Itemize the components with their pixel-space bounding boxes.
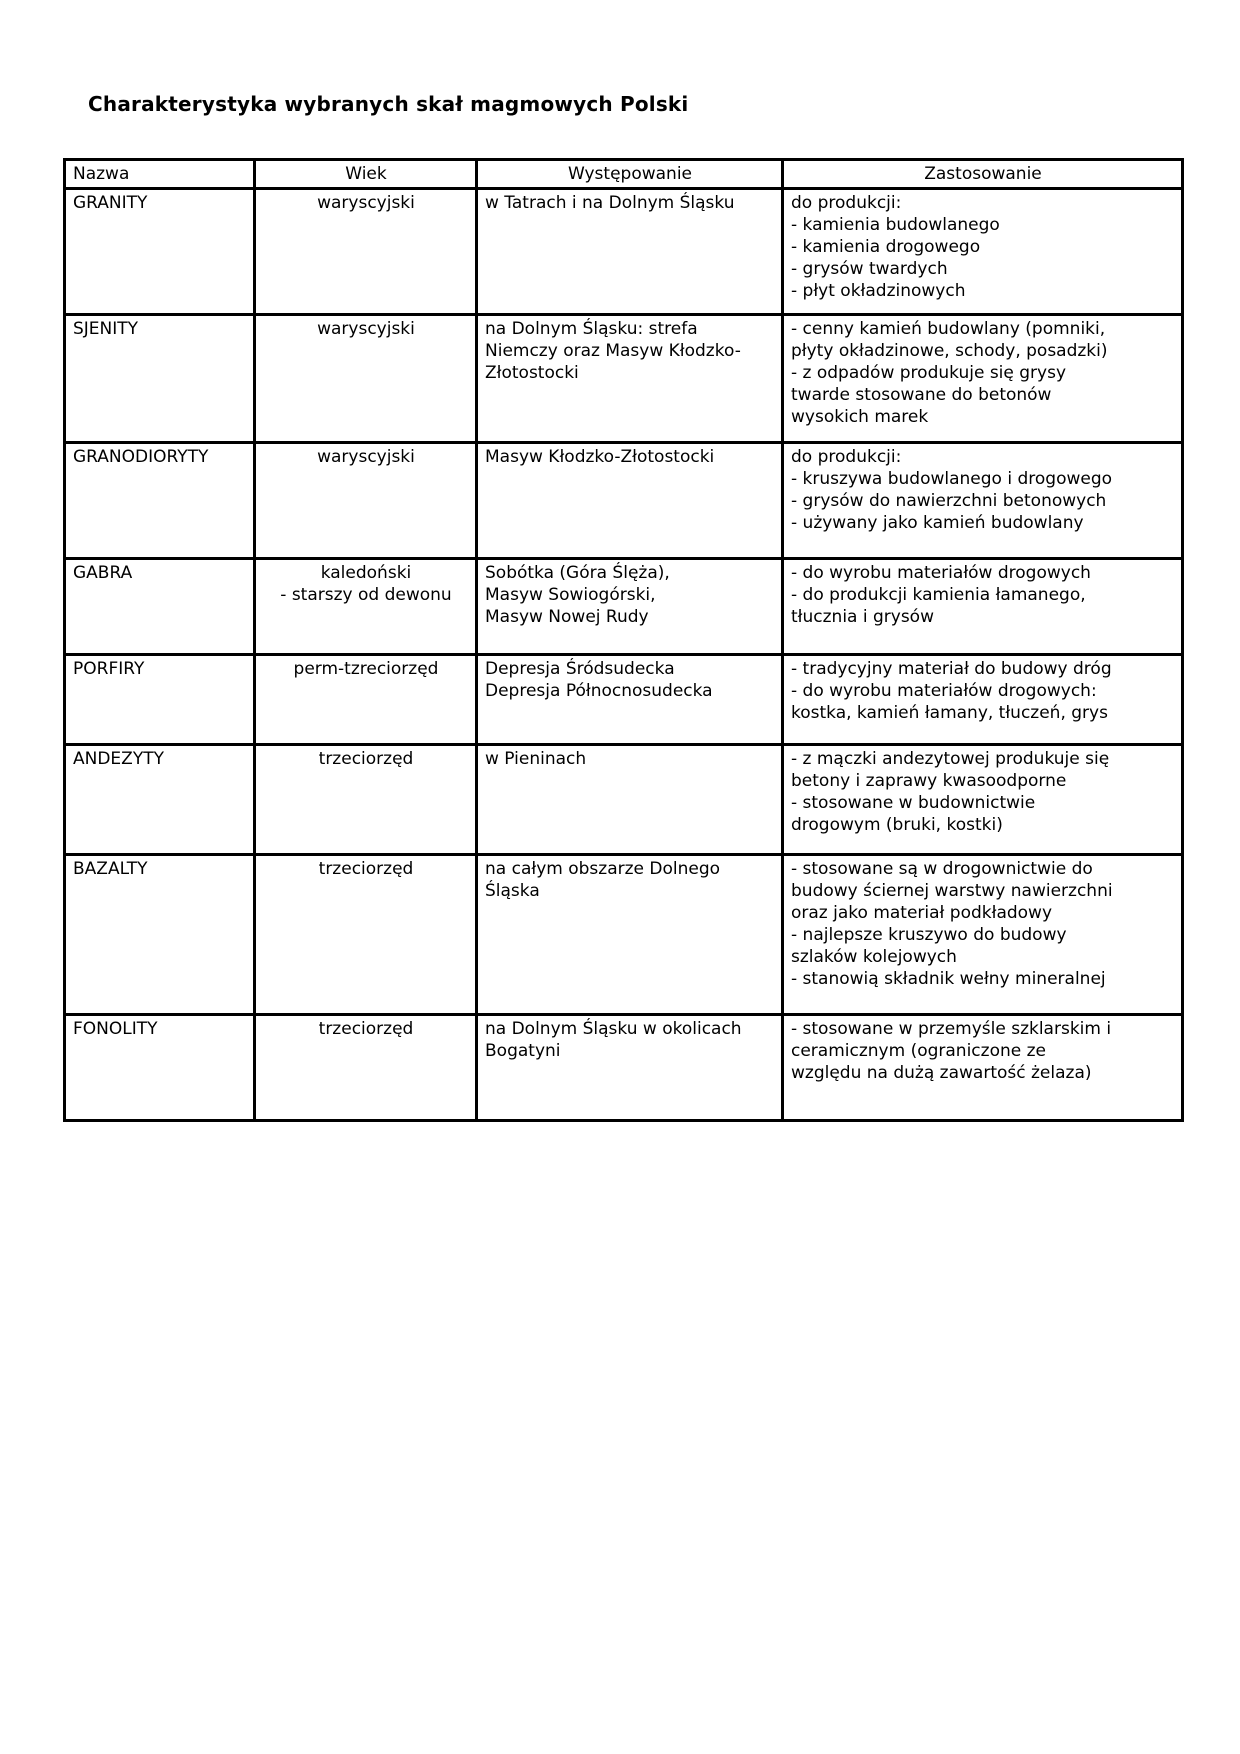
cell-wiek: kaledoński - starszy od dewonu: [253, 557, 478, 656]
cell-wystepowanie: na całym obszarze Dolnego Śląska: [475, 853, 784, 1016]
page-title: Charakterystyka wybranych skał magmowych…: [88, 92, 689, 116]
cell-zastosowanie: - stosowane w przemyśle szklarskim i cer…: [781, 1013, 1184, 1122]
cell-wystepowanie: Masyw Kłodzko-Złotostocki: [475, 441, 784, 560]
cell-nazwa: SJENITY: [63, 313, 256, 444]
cell-wiek: waryscyjski: [253, 313, 478, 444]
column-header-wystepowanie: Występowanie: [475, 158, 784, 190]
cell-nazwa: GRANODIORYTY: [63, 441, 256, 560]
cell-wystepowanie: na Dolnym Śląsku: strefa Niemczy oraz Ma…: [475, 313, 784, 444]
cell-wiek: trzeciorzęd: [253, 853, 478, 1016]
table-row-bazalty: BAZALTY trzeciorzęd na całym obszarze Do…: [63, 853, 1184, 1016]
cell-wystepowanie: Sobótka (Góra Ślęża), Masyw Sowiogórski,…: [475, 557, 784, 656]
table-row-andezyty: ANDEZYTY trzeciorzęd w Pieninach - z mąc…: [63, 743, 1184, 856]
table-row-sjenity: SJENITY waryscyjski na Dolnym Śląsku: st…: [63, 313, 1184, 444]
cell-zastosowanie: do produkcji: - kamienia budowlanego - k…: [781, 187, 1184, 316]
rock-characteristics-table: Nazwa Wiek Występowanie Zastosowanie GRA…: [63, 158, 1184, 1122]
cell-nazwa: PORFIRY: [63, 653, 256, 746]
cell-zastosowanie: - stosowane są w drogownictwie do budowy…: [781, 853, 1184, 1016]
cell-nazwa: FONOLITY: [63, 1013, 256, 1122]
table-row-gabra: GABRA kaledoński - starszy od dewonu Sob…: [63, 557, 1184, 656]
table-row-fonolity: FONOLITY trzeciorzęd na Dolnym Śląsku w …: [63, 1013, 1184, 1122]
cell-nazwa: BAZALTY: [63, 853, 256, 1016]
cell-wystepowanie: na Dolnym Śląsku w okolicach Bogatyni: [475, 1013, 784, 1122]
cell-wiek: waryscyjski: [253, 441, 478, 560]
table-header-row: Nazwa Wiek Występowanie Zastosowanie: [63, 158, 1184, 190]
cell-wystepowanie: w Pieninach: [475, 743, 784, 856]
cell-nazwa: GRANITY: [63, 187, 256, 316]
cell-zastosowanie: - z mączki andezytowej produkuje się bet…: [781, 743, 1184, 856]
table-row-granodioryty: GRANODIORYTY waryscyjski Masyw Kłodzko-Z…: [63, 441, 1184, 560]
cell-zastosowanie: do produkcji: - kruszywa budowlanego i d…: [781, 441, 1184, 560]
column-header-nazwa: Nazwa: [63, 158, 256, 190]
cell-wiek: trzeciorzęd: [253, 743, 478, 856]
cell-nazwa: ANDEZYTY: [63, 743, 256, 856]
table-row-porfiry: PORFIRY perm-tzreciorzęd Depresja Śródsu…: [63, 653, 1184, 746]
cell-zastosowanie: - tradycyjny materiał do budowy dróg - d…: [781, 653, 1184, 746]
cell-wiek: perm-tzreciorzęd: [253, 653, 478, 746]
cell-wystepowanie: Depresja Śródsudecka Depresja Północnosu…: [475, 653, 784, 746]
cell-wiek: trzeciorzęd: [253, 1013, 478, 1122]
cell-wiek: waryscyjski: [253, 187, 478, 316]
cell-zastosowanie: - cenny kamień budowlany (pomniki, płyty…: [781, 313, 1184, 444]
cell-wystepowanie: w Tatrach i na Dolnym Śląsku: [475, 187, 784, 316]
table-row-granity: GRANITY waryscyjski w Tatrach i na Dolny…: [63, 187, 1184, 316]
cell-nazwa: GABRA: [63, 557, 256, 656]
column-header-wiek: Wiek: [253, 158, 478, 190]
column-header-zastosowanie: Zastosowanie: [781, 158, 1184, 190]
cell-zastosowanie: - do wyrobu materiałów drogowych - do pr…: [781, 557, 1184, 656]
